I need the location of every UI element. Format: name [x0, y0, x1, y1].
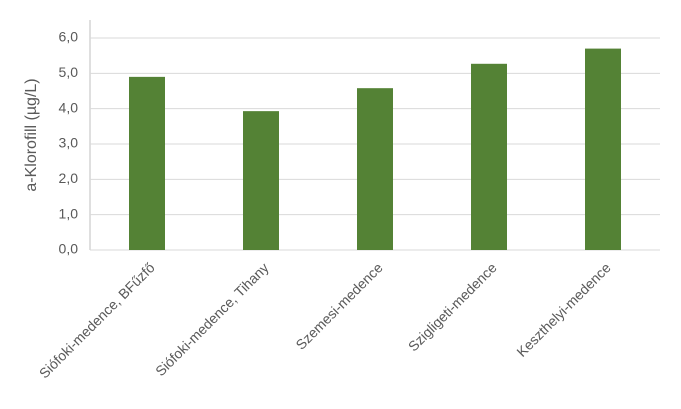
y-axis-label: a-Klorofill (µg/L): [23, 78, 40, 191]
x-tick-label: Siófoki-medence, BFűzfő: [36, 259, 158, 381]
x-tick-label: Siófoki-medence, Tihany: [152, 259, 272, 379]
bar: [471, 63, 507, 250]
y-tick-label: 2,0: [59, 170, 79, 186]
y-tick-label: 4,0: [59, 99, 79, 115]
y-tick-label: 5,0: [59, 64, 79, 80]
bar: [357, 88, 393, 250]
x-tick-label: Keszthelyi-medence: [513, 259, 614, 360]
x-tick-label: Szemesi-medence: [292, 259, 385, 352]
bar: [585, 48, 621, 250]
bar: [243, 111, 279, 250]
y-tick-label: 3,0: [59, 135, 79, 151]
y-tick-label: 0,0: [59, 241, 79, 257]
x-tick-label: Szigligeti-medence: [405, 259, 500, 354]
bar: [129, 76, 165, 250]
y-tick-label: 1,0: [59, 205, 79, 221]
y-tick-label: 6,0: [59, 29, 79, 45]
